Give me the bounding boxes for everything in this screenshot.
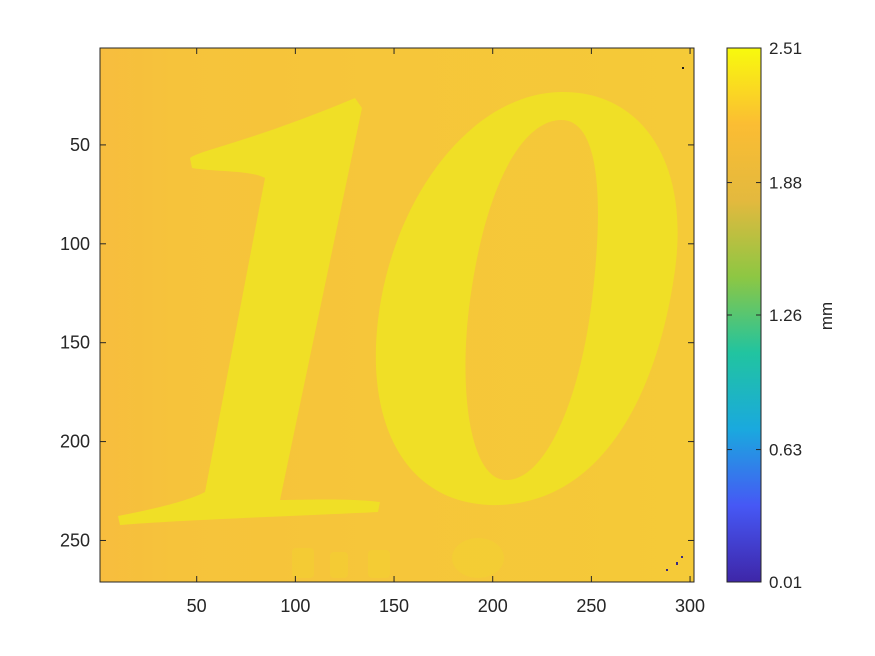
x-tick-label: 300 [675, 596, 705, 616]
colorbar-ticks: 0.01 0.63 1.26 1.88 2.51 [727, 39, 802, 592]
heatmap-image [100, 48, 694, 582]
y-axis: 50 100 150 200 250 [60, 135, 694, 550]
noise-pixel [666, 569, 668, 571]
faint-lower-text [292, 538, 504, 578]
colorbar-tick-label: 0.63 [769, 441, 802, 460]
colorbar-gradient [727, 48, 761, 582]
colorbar-tick-label: 2.51 [769, 39, 802, 58]
y-tick-label: 150 [60, 333, 90, 353]
x-tick-label: 150 [379, 596, 409, 616]
plot-frame [99, 47, 695, 583]
numeral-one-shape [118, 98, 380, 525]
y-tick-label: 50 [70, 135, 90, 155]
colorbar-tick-label: 1.26 [769, 306, 802, 325]
colorbar-tick-label: 0.01 [769, 573, 802, 592]
x-tick-label: 100 [280, 596, 310, 616]
x-axis: 50 100 150 200 250 300 [187, 48, 705, 616]
noise-pixel [682, 67, 684, 69]
y-tick-label: 200 [60, 432, 90, 452]
y-tick-label: 100 [60, 234, 90, 254]
numeral-zero-ring [375, 91, 678, 506]
y-tick-label: 250 [60, 530, 90, 550]
colorbar-tick-label: 1.88 [769, 174, 802, 193]
colorbar-label: mm [817, 302, 836, 330]
x-tick-label: 50 [187, 596, 207, 616]
colorbar: 0.01 0.63 1.26 1.88 2.51 mm [726, 39, 836, 592]
noise-pixel [676, 562, 678, 565]
x-tick-label: 200 [478, 596, 508, 616]
noise-pixel [681, 556, 683, 558]
x-tick-label: 250 [576, 596, 606, 616]
